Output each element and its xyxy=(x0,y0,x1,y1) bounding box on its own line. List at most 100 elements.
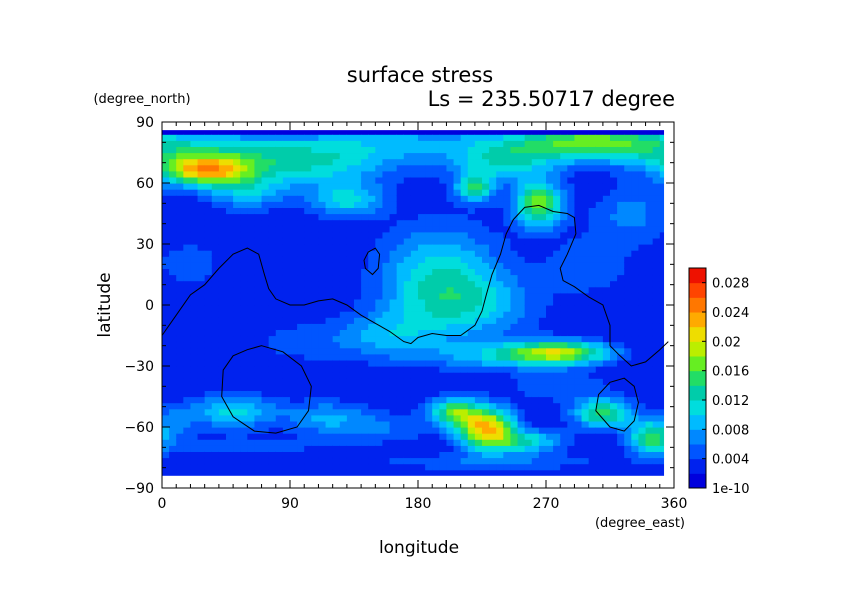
heatmap-cell xyxy=(474,176,483,184)
heatmap-cell xyxy=(268,280,277,288)
heatmap-cell xyxy=(282,268,291,276)
heatmap-cell xyxy=(190,451,199,459)
heatmap-cell xyxy=(403,427,412,434)
heatmap-cell xyxy=(482,280,490,288)
heatmap-cell xyxy=(190,347,199,355)
heatmap-cell xyxy=(510,451,519,459)
heatmap-cell xyxy=(489,317,497,324)
heatmap-cell xyxy=(581,329,590,337)
heatmap-cell xyxy=(254,134,263,141)
heatmap-cell xyxy=(354,341,362,349)
heatmap-cell xyxy=(482,341,490,349)
heatmap-cell xyxy=(489,433,497,440)
heatmap-cell xyxy=(474,152,483,160)
heatmap-cell xyxy=(268,433,277,440)
heatmap-cell xyxy=(439,433,448,440)
heatmap-cell xyxy=(275,256,284,263)
heatmap-cell xyxy=(275,317,284,324)
heatmap-cell xyxy=(617,305,625,312)
heatmap-cell xyxy=(218,250,227,257)
heatmap-cell xyxy=(496,427,504,434)
heatmap-cell xyxy=(460,207,469,215)
heatmap-cell xyxy=(524,329,533,337)
heatmap-cell xyxy=(176,134,184,141)
heatmap-cell xyxy=(290,408,298,416)
heatmap-cell xyxy=(510,433,519,440)
heatmap-cell xyxy=(467,244,476,251)
heatmap-cell xyxy=(531,213,540,221)
heatmap-cell xyxy=(425,311,433,318)
heatmap-cell xyxy=(197,311,206,318)
heatmap-cell xyxy=(204,140,213,147)
heatmap-cell xyxy=(218,195,227,202)
heatmap-cell xyxy=(538,390,547,398)
heatmap-cell xyxy=(610,189,618,196)
heatmap-cell xyxy=(382,347,391,355)
heatmap-cell xyxy=(354,323,362,330)
heatmap-cell xyxy=(524,250,533,257)
heatmap-cell xyxy=(275,189,284,196)
heatmap-cell xyxy=(197,286,206,294)
heatmap-cell xyxy=(610,128,618,135)
heatmap-cell xyxy=(439,317,448,324)
heatmap-cell xyxy=(290,262,298,269)
heatmap-cell xyxy=(247,353,256,361)
heatmap-cell xyxy=(425,268,433,276)
heatmap-cell xyxy=(346,213,355,221)
heatmap-cell xyxy=(617,439,625,446)
heatmap-cell xyxy=(382,353,391,361)
heatmap-cell xyxy=(510,457,519,465)
heatmap-cell xyxy=(389,402,398,410)
heatmap-cell xyxy=(332,207,341,215)
heatmap-cell xyxy=(610,305,618,312)
heatmap-cell xyxy=(354,445,362,452)
heatmap-cell xyxy=(432,237,440,245)
heatmap-cell xyxy=(659,176,668,184)
heatmap-cell xyxy=(297,280,305,288)
heatmap-cell xyxy=(311,207,320,215)
heatmap-cell xyxy=(531,237,540,245)
heatmap-cell xyxy=(659,341,668,349)
heatmap-cell xyxy=(553,183,561,190)
heatmap-cell xyxy=(474,274,483,282)
heatmap-cell xyxy=(439,384,448,391)
heatmap-cell xyxy=(361,372,369,379)
heatmap-cell xyxy=(439,329,448,337)
heatmap-cell xyxy=(588,152,597,160)
heatmap-cell xyxy=(538,420,547,428)
heatmap-cell xyxy=(233,402,241,410)
heatmap-cell xyxy=(176,347,184,355)
heatmap-cell xyxy=(339,366,348,373)
heatmap-cell xyxy=(375,347,384,355)
heatmap-cell xyxy=(474,341,483,349)
heatmap-cell xyxy=(588,341,597,349)
heatmap-cell xyxy=(354,408,362,416)
heatmap-cell xyxy=(197,219,206,227)
heatmap-cell xyxy=(553,225,561,233)
heatmap-cell xyxy=(311,176,320,184)
heatmap-cell xyxy=(183,195,192,202)
heatmap-cell xyxy=(531,414,540,422)
heatmap-cell xyxy=(610,195,618,202)
heatmap-cell xyxy=(218,463,227,471)
heatmap-cell xyxy=(574,158,583,166)
heatmap-cell xyxy=(432,262,440,269)
heatmap-cell xyxy=(588,292,597,300)
heatmap-cell xyxy=(211,146,220,154)
heatmap-cell xyxy=(546,305,554,312)
heatmap-cell xyxy=(268,463,277,471)
heatmap-cell xyxy=(474,164,483,172)
heatmap-cell xyxy=(531,378,540,385)
heatmap-cell xyxy=(297,323,305,330)
heatmap-cell xyxy=(560,225,568,233)
heatmap-cell xyxy=(652,219,661,227)
heatmap-cell xyxy=(176,146,184,154)
heatmap-cell xyxy=(432,390,440,398)
heatmap-cell xyxy=(190,298,199,306)
heatmap-cell xyxy=(595,292,604,300)
heatmap-cell xyxy=(339,292,348,300)
heatmap-cell xyxy=(233,286,241,294)
heatmap-cell xyxy=(297,408,305,416)
heatmap-cell xyxy=(211,305,220,312)
heatmap-cell xyxy=(418,311,426,318)
